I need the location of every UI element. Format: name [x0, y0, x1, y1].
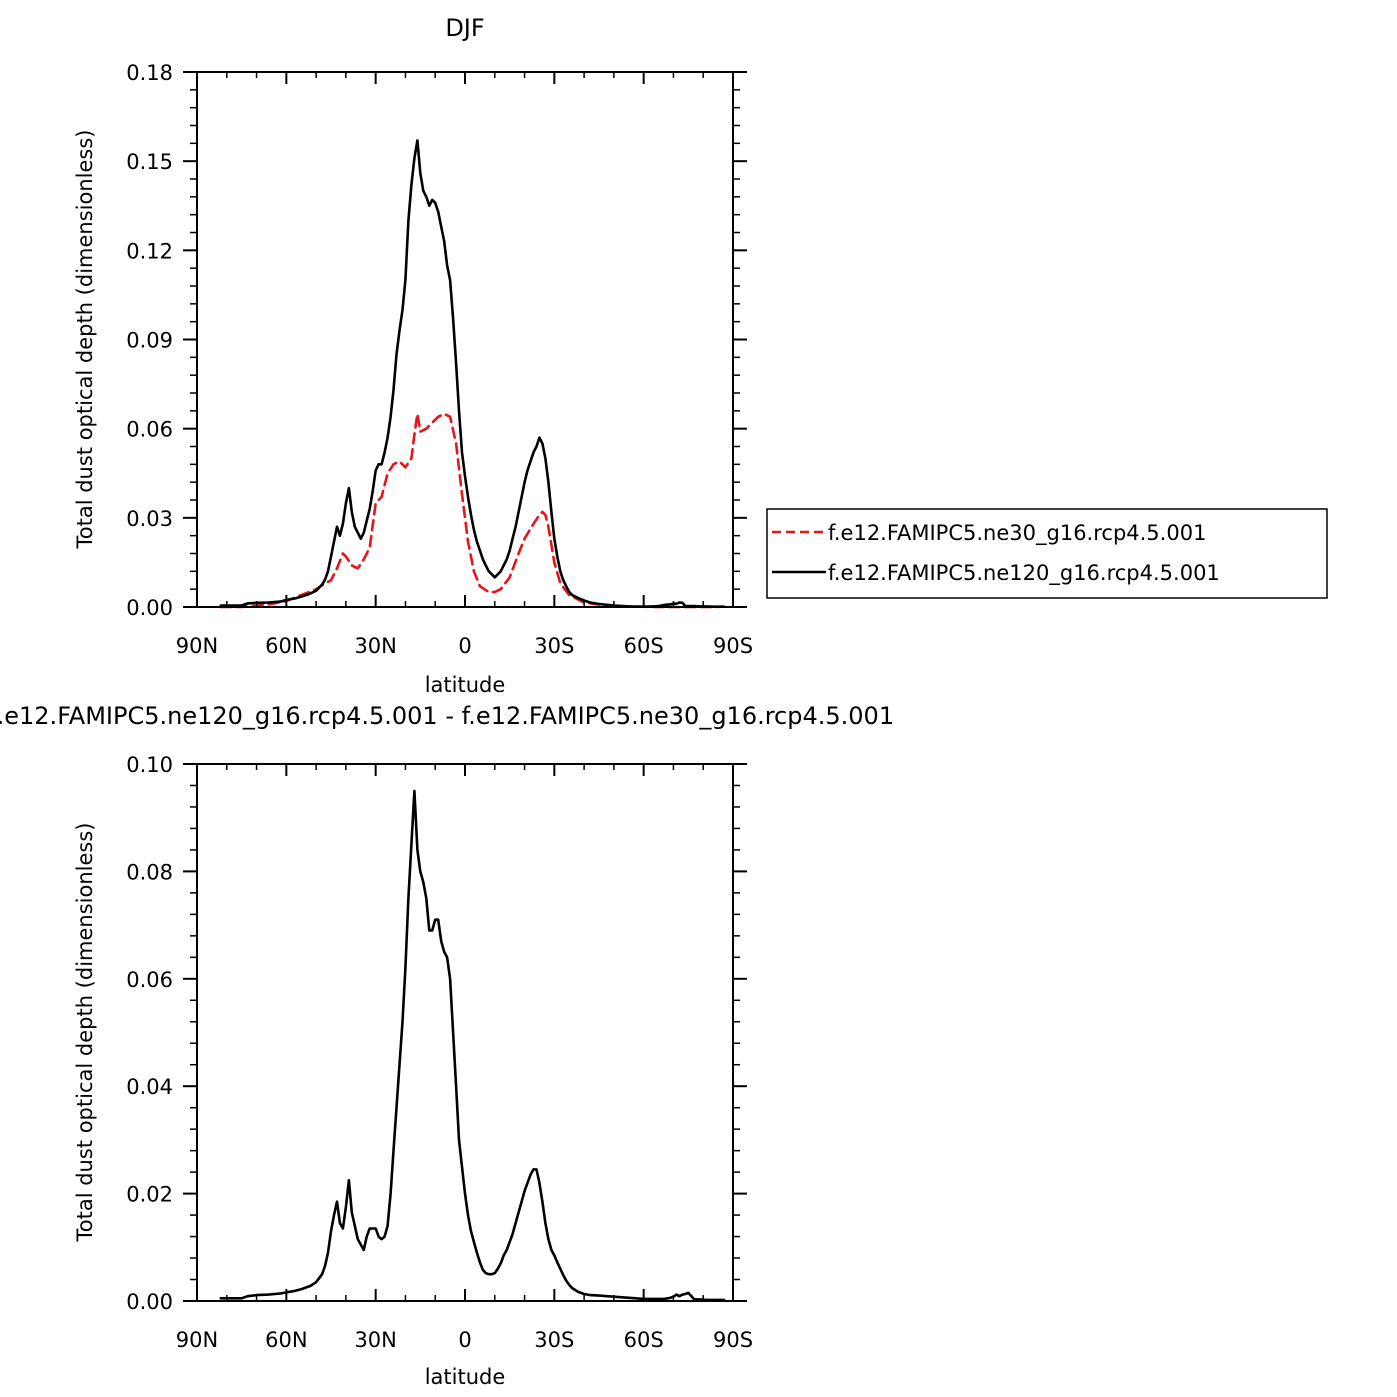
top-y-tick-label: 0.06: [126, 418, 173, 442]
bottom-title: f.e12.FAMIPC5.ne120_g16.rcp4.5.001 - f.e…: [0, 702, 894, 730]
bottom-y-tick-label: 0.02: [126, 1183, 173, 1207]
top-y-tick-label: 0.15: [126, 150, 173, 174]
top-x-tick-label: 60N: [265, 634, 307, 658]
top-x-tick-label: 30S: [534, 634, 574, 658]
legend: f.e12.FAMIPC5.ne30_g16.rcp4.5.001 f.e12.…: [766, 508, 1328, 599]
top-y-tick-label: 0.00: [126, 596, 173, 620]
top-title: DJF: [445, 14, 484, 42]
bottom-axes: 90N 60N 30N 0 30S 60S 90S 0.00 0.02 0.04 0.06 0.08 0…: [126, 753, 753, 1352]
top-x-tick-label: 90N: [176, 634, 218, 658]
bottom-y-tick-label: 0.06: [126, 968, 173, 992]
top-series-line-1: [219, 412, 720, 609]
bottom-x-tick-label: 90N: [176, 1328, 218, 1352]
bottom-x-tick-label: 60S: [624, 1328, 664, 1352]
bottom-y-tick-label: 0.00: [126, 1290, 173, 1314]
legend-label-ne30: f.e12.FAMIPC5.ne30_g16.rcp4.5.001: [828, 521, 1206, 546]
bottom-series-lines: [219, 789, 726, 1302]
top-axes: 90N 60N 30N 0 30S 60S 90S 0.00 0.03 0.06 0.09 0.12 0…: [126, 61, 753, 658]
top-x-tick-label: 90S: [713, 634, 753, 658]
top-x-axis-title: latitude: [425, 673, 506, 697]
legend-label-ne120: f.e12.FAMIPC5.ne120_g16.rcp4.5.001: [828, 561, 1220, 586]
panel-difference: f.e12.FAMIPC5.ne120_g16.rcp4.5.001 - f.e…: [0, 702, 894, 1389]
bottom-x-tick-label: 30S: [534, 1328, 574, 1352]
legend-box: [766, 508, 1328, 599]
bottom-x-tick-label: 0: [458, 1328, 471, 1352]
top-x-tick-label: 30N: [354, 634, 396, 658]
top-x-tick-label: 0: [458, 634, 471, 658]
top-y-tick-label: 0.18: [126, 61, 173, 85]
top-y-tick-label: 0.09: [126, 329, 173, 353]
bottom-y-axis-title: Total dust optical depth (dimensionless): [73, 823, 97, 1243]
bottom-y-tick-label: 0.08: [126, 860, 173, 884]
top-y-axis-title: Total dust optical depth (dimensionless): [73, 130, 97, 550]
bottom-y-tick-label: 0.10: [126, 753, 173, 777]
bottom-x-tick-label: 30N: [354, 1328, 396, 1352]
top-y-tick-label: 0.12: [126, 239, 173, 263]
top-y-tick-label: 0.03: [126, 507, 173, 531]
bottom-x-tick-label: 60N: [265, 1328, 307, 1352]
bottom-series-line-1: [219, 789, 726, 1302]
top-x-tick-label: 60S: [624, 634, 664, 658]
bottom-plot-frame: [196, 763, 734, 1302]
top-series-lines: [219, 139, 726, 609]
bottom-x-tick-label: 90S: [713, 1328, 753, 1352]
panel-seasonal-means: DJF 90N 60N 30N 0 30S 60S 90S 0.00 0.03 0.06 0.09 0…: [73, 14, 753, 697]
top-series-line-2: [219, 139, 726, 609]
bottom-x-axis-title: latitude: [425, 1365, 506, 1389]
bottom-y-tick-label: 0.04: [126, 1075, 173, 1099]
